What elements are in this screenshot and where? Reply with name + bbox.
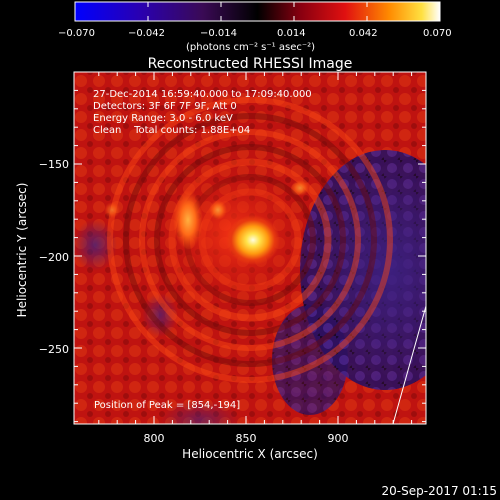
plot-frame xyxy=(73,71,427,425)
info-clean-counts: Clean Total counts: 1.88E+04 xyxy=(93,125,250,136)
info-energy-range: Energy Range: 3.0 - 6.0 keV xyxy=(93,113,233,124)
x-tick-850: 850 xyxy=(236,432,257,445)
x-axis-label: Heliocentric X (arcsec) xyxy=(182,447,318,461)
solar-limb-line xyxy=(392,305,426,424)
peak-position-label: Position of Peak = [854,-194] xyxy=(94,400,240,411)
footer-timestamp: 20-Sep-2017 01:15 xyxy=(382,484,497,498)
y-tick-250: −250 xyxy=(39,343,69,356)
x-tick-900: 900 xyxy=(328,432,349,445)
info-time-range: 27-Dec-2014 16:59:40.000 to 17:09:40.000 xyxy=(93,89,312,100)
colorbar-tick-1: −0.042 xyxy=(128,28,165,39)
colorbar-tick-4: 0.042 xyxy=(349,28,378,39)
colorbar-gradient xyxy=(74,1,441,22)
info-detectors: Detectors: 3F 6F 7F 9F, Att 0 xyxy=(93,101,237,112)
y-axis-label: Heliocentric Y (arcsec) xyxy=(15,183,29,318)
colorbar: −0.070 −0.042 −0.014 0.014 0.042 0.070 (… xyxy=(58,1,452,53)
colorbar-tick-3: 0.014 xyxy=(277,28,306,39)
x-tick-800: 800 xyxy=(144,432,165,445)
y-tick-150: −150 xyxy=(39,158,69,171)
rhessi-image xyxy=(74,72,426,424)
colorbar-tick-0: −0.070 xyxy=(58,28,95,39)
colorbar-tick-5: 0.070 xyxy=(423,28,452,39)
y-tick-200: −200 xyxy=(39,251,69,264)
plot-title: Reconstructed RHESSI Image xyxy=(148,56,353,72)
colorbar-unit-label: (photons cm⁻² s⁻¹ asec⁻²) xyxy=(186,42,315,53)
colorbar-tick-2: −0.014 xyxy=(200,28,237,39)
